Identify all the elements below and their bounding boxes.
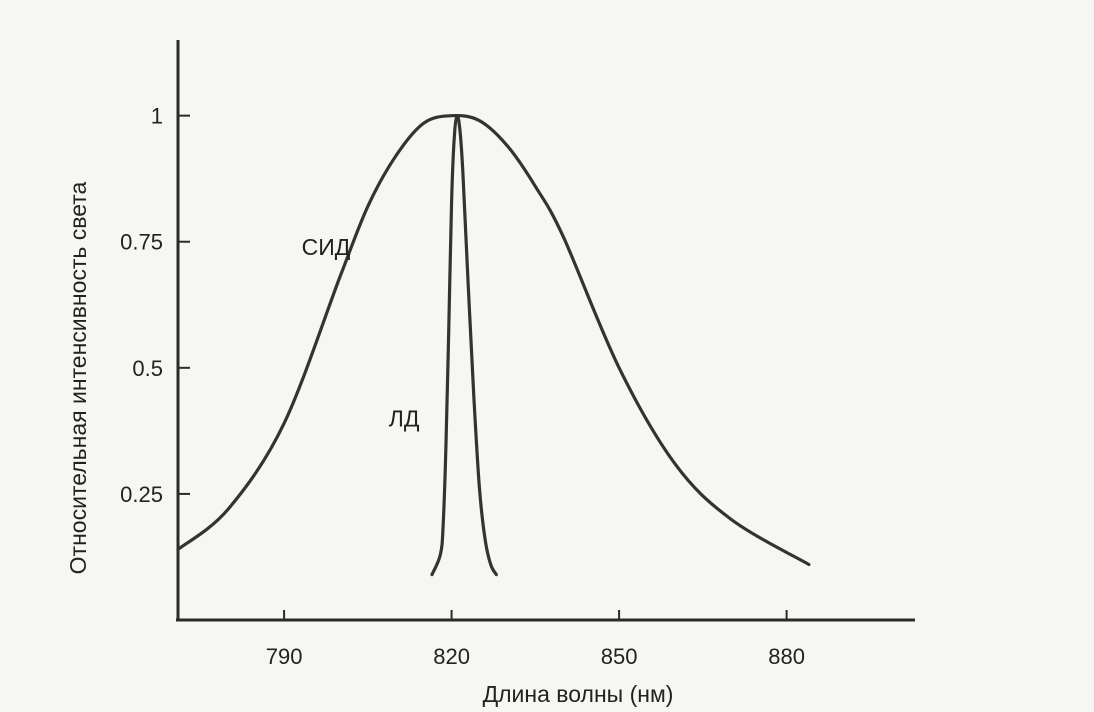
y-ticks: 0.25 0.5 0.75 1	[120, 104, 190, 507]
series-labels: СИД ЛД	[302, 234, 420, 431]
series-curves	[176, 113, 811, 577]
laser-diode-label: ЛД	[389, 405, 420, 431]
led-label: СИД	[302, 234, 351, 260]
led-curve	[176, 113, 811, 567]
x-tick-label: 850	[601, 644, 638, 669]
x-ticks: 790 820 850 880	[266, 610, 805, 669]
x-axis-title: Длина волны (нм)	[483, 681, 674, 707]
axes	[176, 40, 915, 622]
y-tick-label: 1	[151, 104, 163, 129]
y-tick-label: 0.25	[120, 482, 163, 507]
y-tick-label: 0.75	[120, 230, 163, 255]
x-tick-label: 820	[433, 644, 470, 669]
y-axis-title: Относительная интенсивность света	[65, 181, 91, 574]
x-tick-label: 790	[266, 644, 303, 669]
y-tick-label: 0.5	[132, 356, 163, 381]
laser-diode-curve	[430, 114, 498, 577]
x-tick-label: 880	[768, 644, 805, 669]
